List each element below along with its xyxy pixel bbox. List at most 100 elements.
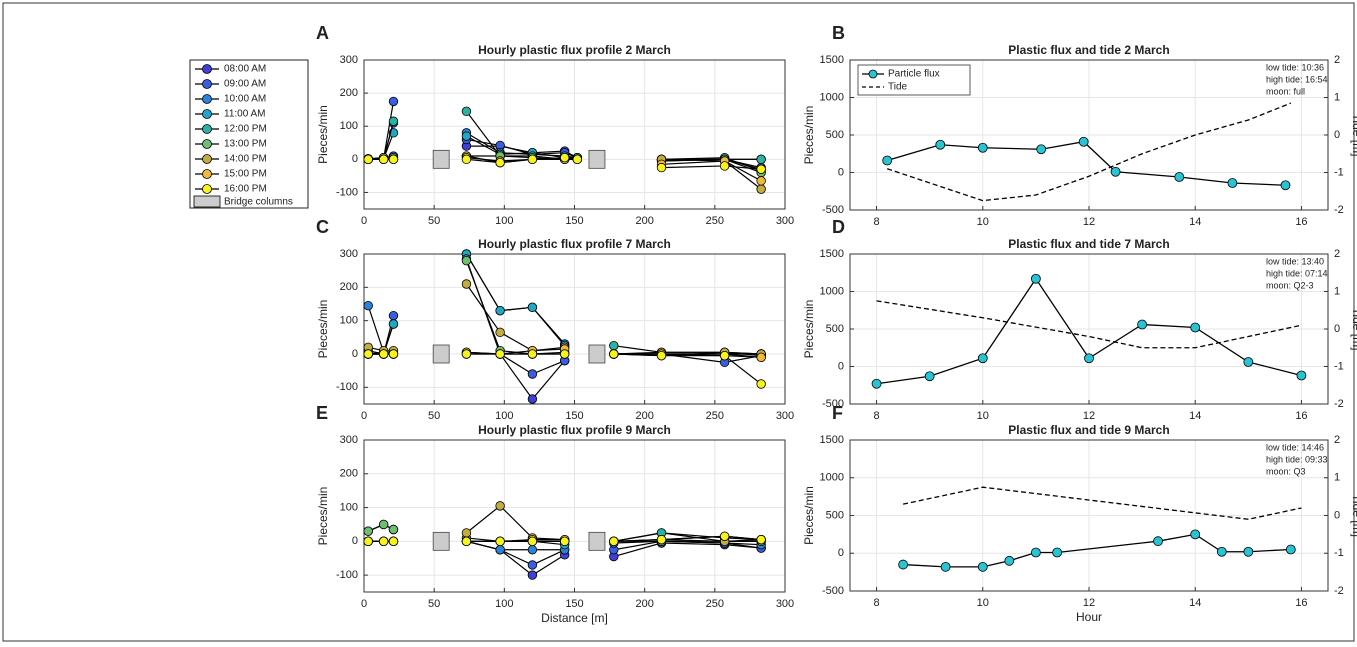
y-tick-label: 500 [826,129,844,141]
legend-label: 12:00 PM [224,124,267,135]
data-point [363,154,373,165]
x-tick-label: 150 [565,215,583,227]
data-point [756,184,766,194]
data-point [609,536,619,547]
x-tick-label: 300 [776,215,794,227]
tide-line [876,300,1302,349]
flux-point [1036,144,1047,155]
flux-point [1030,273,1041,284]
flux-point [1078,136,1089,147]
y-tick-label: 1500 [820,434,844,446]
y-tick-label: -100 [336,569,358,581]
y-axis-label: Pieces/min [802,106,816,165]
x-tick-label: 14 [1189,216,1201,228]
data-point [656,350,667,361]
flux-point [977,561,988,572]
panel-label: C [316,217,329,237]
data-point [388,310,399,321]
series-line [465,253,566,347]
flux-point [1110,166,1121,177]
data-point [388,536,399,547]
data-point [527,302,538,313]
legend-marker [202,94,212,104]
data-point [461,131,472,141]
flux-point [1190,322,1201,333]
panel-title: Plastic flux and tide 2 March [1008,43,1169,57]
data-point [495,501,505,511]
bridge-column [588,531,606,551]
y-tick-label: -500 [822,204,844,216]
data-point [378,154,389,165]
y2-axis-label: Tide [m] [1350,308,1357,351]
flux-point [1137,319,1148,330]
data-point [363,526,373,536]
y-tick-label: 100 [340,120,358,132]
x-axis-label: Hour [1076,610,1102,624]
data-point [461,106,472,117]
data-point [609,340,619,351]
data-point [461,154,472,165]
annotation: moon: full [1266,86,1305,96]
y2-tick-label: 2 [1334,434,1340,446]
annotation: low tide: 13:40 [1266,256,1324,266]
y2-tick-label: 0 [1334,129,1340,141]
series-line [613,353,762,358]
series-line [613,353,762,385]
panel-title: Hourly plastic flux profile 2 March [478,43,671,57]
data-point [378,536,389,547]
x-tick-label: 250 [706,215,724,227]
data-point [388,319,399,329]
data-point [461,528,472,538]
chart-legend-box [857,64,971,96]
data-point [527,394,538,404]
x-tick-label: 10 [977,216,989,228]
flux-point [1004,555,1015,566]
data-point [756,176,766,186]
flux-point [1296,370,1307,381]
x-tick-label: 8 [873,597,879,609]
x-tick-label: 12 [1083,410,1095,422]
data-point [756,534,766,545]
annotation: high tide: 09:33 [1266,454,1328,464]
panel-title: Hourly plastic flux profile 7 March [478,237,671,251]
series-line [613,351,762,355]
y-axis-label: Pieces/min [316,105,330,164]
flux-point [940,561,951,572]
x-tick-label: 16 [1295,410,1307,422]
annotation: low tide: 14:46 [1266,442,1324,452]
legend-marker [202,184,212,194]
tide-line [902,486,1302,520]
x-tick-label: 250 [706,410,724,422]
axes-frame [849,253,1329,405]
panel-label: A [316,23,329,43]
flux-point [882,155,893,166]
y2-tick-label: 0 [1334,509,1340,521]
y-tick-label: 1500 [820,248,844,260]
y2-tick-label: 2 [1334,248,1340,260]
data-point [719,161,730,171]
y-tick-label: 200 [340,281,358,293]
x-tick-label: 200 [635,410,653,422]
x-tick-label: 50 [428,598,440,610]
data-point [378,349,389,359]
y-tick-label: 0 [838,547,844,559]
flux-point [1243,546,1254,557]
y2-tick-label: 0 [1334,323,1340,335]
flux-point [1153,536,1163,547]
x-tick-label: 100 [495,215,513,227]
x-tick-label: 12 [1083,597,1095,609]
y-tick-label: -100 [336,186,358,198]
y2-tick-label: 1 [1334,91,1340,103]
x-tick-label: 300 [776,598,794,610]
x-tick-label: 200 [635,215,653,227]
series-line [613,535,762,542]
y-tick-label: 300 [340,248,358,260]
y-tick-label: 1000 [820,91,844,103]
data-point [461,255,472,266]
y-tick-label: -500 [822,398,844,410]
data-point [719,350,730,361]
series-line [465,283,565,352]
bridge-column [588,344,606,364]
series-line [613,540,762,546]
